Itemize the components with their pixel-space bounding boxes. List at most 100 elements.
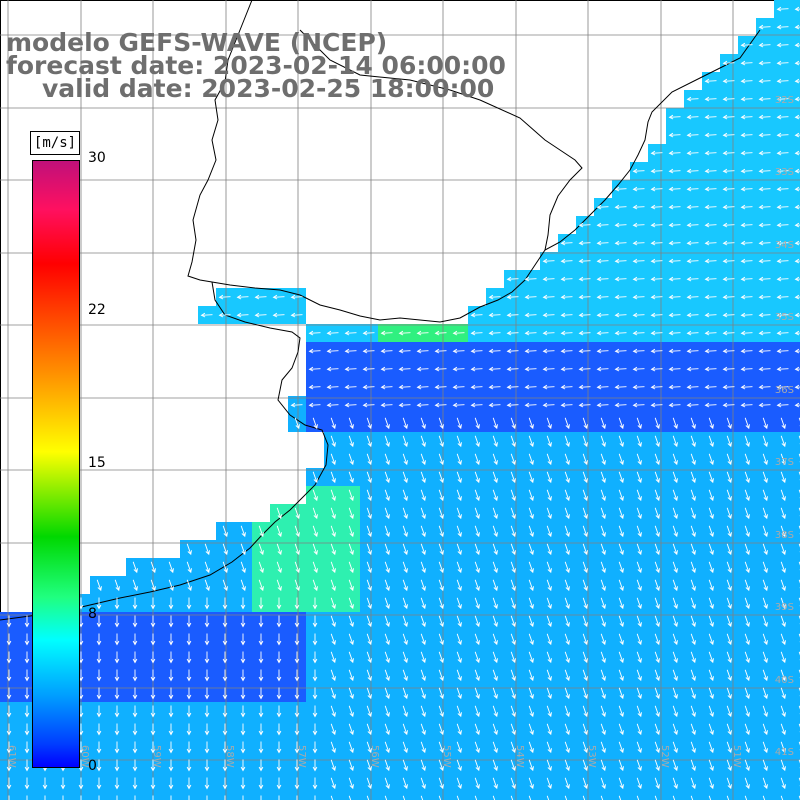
wind-arrow (618, 795, 622, 800)
wind-arrow (564, 723, 570, 736)
wind-arrow (546, 651, 552, 664)
wind-arrow (600, 651, 606, 664)
wind-arrow (528, 687, 534, 700)
wind-arrow (614, 186, 627, 192)
wind-arrow (668, 114, 681, 120)
wind-arrow (366, 651, 372, 664)
wind-arrow (704, 312, 717, 318)
wind-arrow (794, 258, 800, 264)
wind-arrow (474, 741, 480, 754)
wind-arrow (650, 204, 663, 210)
wind-arrow (420, 633, 426, 646)
wind-arrow (258, 741, 264, 754)
wind-arrow (762, 417, 768, 430)
wind-arrow (290, 312, 303, 318)
wind-arrow (420, 705, 426, 718)
wind-arrow (582, 759, 588, 772)
wind-arrow (794, 168, 800, 174)
wind-arrow (402, 651, 408, 664)
wind-arrow (416, 402, 429, 408)
wind-arrow (762, 633, 768, 646)
wind-arrow (564, 615, 570, 628)
wind-arrow (366, 795, 370, 800)
wind-arrow (402, 759, 408, 772)
wind-arrow (668, 366, 681, 372)
wind-arrow (474, 471, 480, 484)
wind-arrow (438, 417, 444, 430)
wind-arrow (524, 384, 537, 390)
wind-arrow (384, 795, 388, 800)
wind-arrow (794, 240, 800, 246)
wind-arrow (690, 651, 696, 664)
wind-arrow (506, 276, 519, 282)
wind-arrow (614, 366, 627, 372)
wind-arrow (690, 579, 696, 592)
wind-arrow (24, 705, 30, 718)
wind-arrow (600, 543, 606, 556)
wind-arrow (294, 561, 300, 574)
wind-arrow (348, 741, 354, 754)
wind-arrow (398, 402, 411, 408)
wind-arrow (636, 507, 642, 520)
wind-arrow (564, 489, 570, 502)
wind-arrow (636, 723, 642, 736)
wind-arrow (672, 705, 678, 718)
wind-arrow (704, 258, 717, 264)
wind-arrow (740, 204, 753, 210)
wind-arrow (510, 651, 516, 664)
wind-arrow (24, 633, 30, 646)
wind-arrow (776, 132, 789, 138)
wind-arrow (636, 651, 642, 664)
wind-arrow (474, 723, 480, 736)
wind-arrow (564, 597, 570, 610)
wind-arrow (758, 222, 771, 228)
wind-arrow (618, 489, 624, 502)
wind-arrow (744, 687, 750, 700)
wind-arrow (722, 258, 735, 264)
wind-arrow (600, 705, 606, 718)
wind-arrow (492, 669, 498, 682)
wind-arrow (578, 258, 591, 264)
wind-arrow (204, 759, 210, 772)
colorbar-unit: [m/s] (30, 131, 80, 155)
wind-arrow (740, 366, 753, 372)
wind-arrow (438, 741, 444, 754)
wind-arrow (740, 222, 753, 228)
wind-arrow (722, 60, 735, 66)
wind-arrow (578, 330, 591, 336)
wind-arrow (330, 723, 336, 736)
wind-arrow (672, 579, 678, 592)
wind-arrow (438, 633, 444, 646)
wind-arrow (528, 633, 534, 646)
wind-arrow (582, 489, 588, 502)
wind-arrow (402, 579, 408, 592)
wind-arrow (582, 471, 588, 484)
wind-arrow (510, 453, 516, 466)
wind-arrow (722, 96, 735, 102)
wind-arrow (708, 633, 714, 646)
wind-arrow (758, 204, 771, 210)
wind-arrow (132, 597, 138, 610)
wind-arrow (222, 651, 228, 664)
wind-arrow (312, 669, 318, 682)
lon-label-54w: 54W (514, 745, 525, 768)
wind-arrow (294, 759, 300, 772)
wind-arrow (686, 402, 699, 408)
wind-arrow (560, 384, 573, 390)
wind-arrow (294, 543, 300, 556)
wind-arrow (654, 759, 660, 772)
wind-arrow (582, 633, 588, 646)
wind-arrow (150, 579, 156, 592)
wind-arrow (132, 615, 138, 628)
wind-arrow (596, 348, 609, 354)
lon-label-56w: 56W (369, 745, 380, 768)
wind-arrow (132, 759, 138, 772)
wind-arrow (276, 597, 282, 610)
wind-arrow (650, 294, 663, 300)
wind-arrow (780, 741, 786, 754)
wind-arrow (186, 705, 192, 718)
wind-arrow (260, 795, 262, 800)
wind-arrow (636, 687, 642, 700)
wind-arrow (168, 759, 174, 772)
wind-arrow (470, 366, 483, 372)
